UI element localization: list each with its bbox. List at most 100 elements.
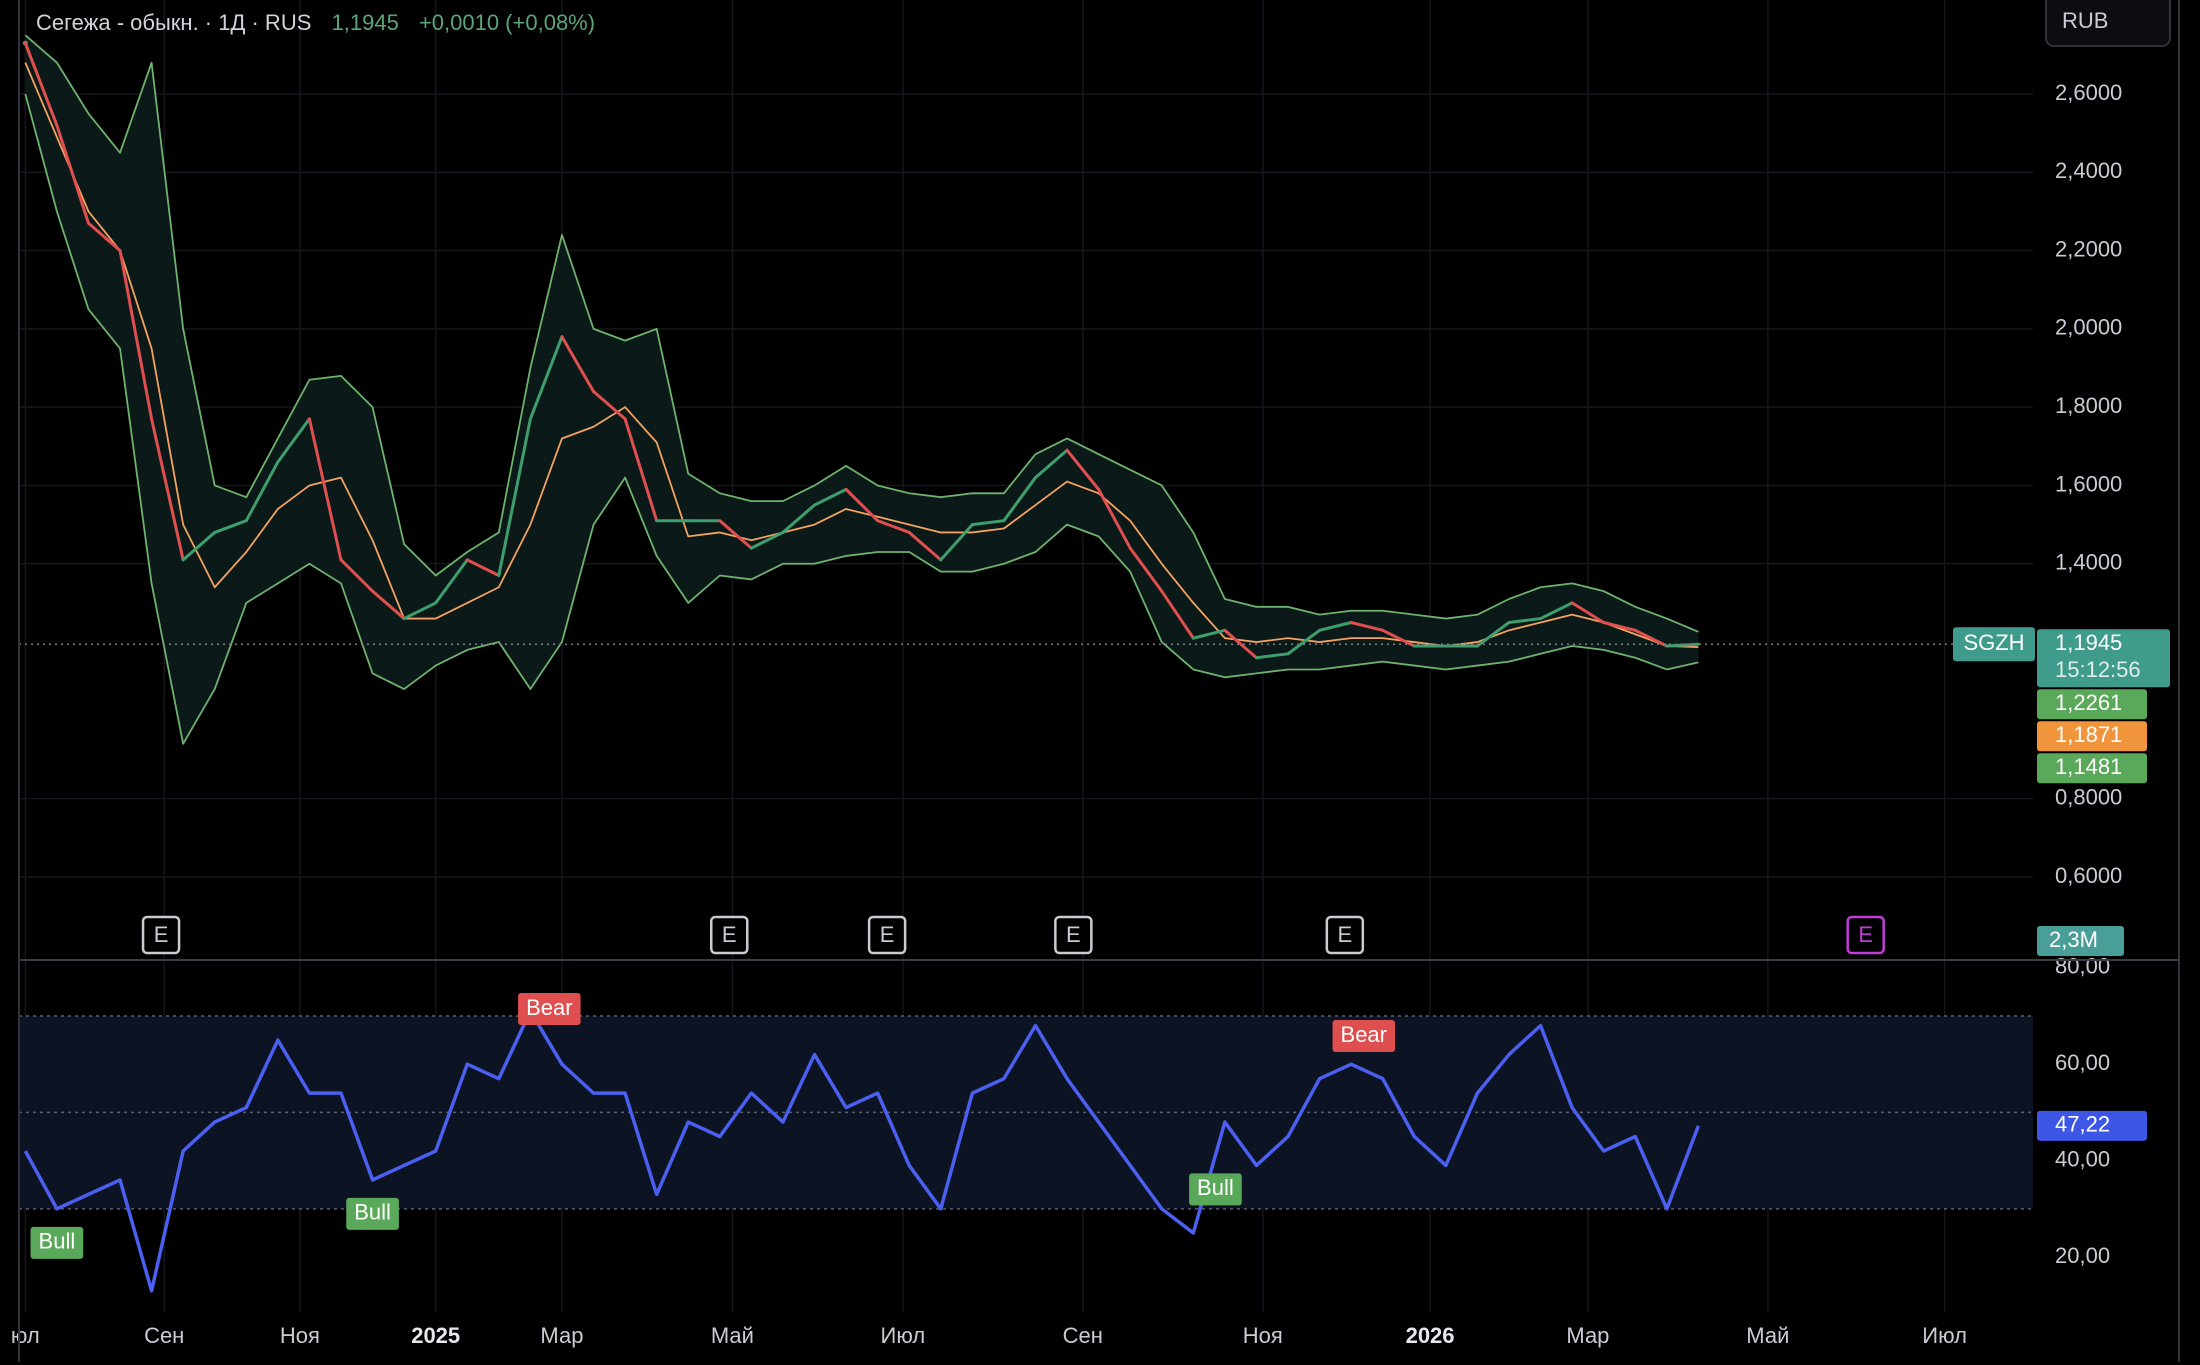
x-tick-label: Ноя [1243, 1323, 1283, 1348]
x-tick-label: 2025 [411, 1323, 460, 1348]
x-tick-label: Сен [144, 1323, 184, 1348]
price-segment [1097, 487, 1132, 550]
last-value-label: 1,1481 [2055, 754, 2122, 779]
series-line [24, 34, 1699, 633]
x-tick-label: Мар [540, 1323, 583, 1348]
x-tick-label: Июл [1922, 1323, 1967, 1348]
price-segment [1065, 448, 1101, 491]
series-line [23, 1009, 1701, 1293]
x-tick-label: Май [1746, 1323, 1789, 1348]
y-tick-label: 2,0000 [2055, 315, 2122, 340]
price-segment [1286, 628, 1322, 656]
y-tick-label: 1,4000 [2055, 550, 2122, 575]
band-fill [25, 35, 1699, 744]
last-value-tag [2037, 689, 2147, 720]
signal-label: Bear [526, 995, 572, 1020]
price-segment [276, 417, 311, 464]
signal-tag [1189, 1173, 1242, 1206]
labels-layer: юл Сен Ноя 2025 Мар Май Июл Сен Ноя 2026 Мар Май Июл… [11, 80, 2170, 1348]
y-tick-label: 0,6000 [2055, 863, 2122, 888]
currency-button-bg[interactable] [2045, 0, 2171, 47]
event-label: E [722, 922, 737, 947]
price-segment [1254, 652, 1290, 660]
price-segment [1602, 620, 1637, 632]
header-change: +0,0010 (+0,08%) [419, 10, 595, 35]
price-segment [339, 558, 375, 593]
event-marker [710, 915, 749, 955]
volume-label: 2,3M [2049, 927, 2098, 952]
price-segment [528, 335, 564, 421]
event-label: E [154, 922, 169, 947]
last-value-label: 47,22 [2055, 1112, 2110, 1137]
signal-label: Bull [39, 1229, 76, 1254]
y-tick-label: 2,6000 [2055, 80, 2122, 105]
symbol-label: SGZH [1963, 630, 2024, 655]
signal-tag [346, 1197, 399, 1230]
price-segment [86, 221, 122, 253]
price-segment [402, 601, 438, 621]
price-segment [1539, 601, 1574, 621]
price-segment [876, 519, 911, 534]
price-segment [1381, 628, 1416, 648]
price-segment [434, 558, 469, 605]
y-tick-label: 60,00 [2055, 1050, 2110, 1075]
y-tick-label: 0,8000 [2055, 784, 2122, 809]
last-value-label: 1,1945 [2055, 630, 2122, 655]
series-line [24, 93, 1699, 745]
price-segment [118, 249, 154, 421]
last-value-tag [2037, 1110, 2147, 1141]
last-value-label: 1,1871 [2055, 722, 2122, 747]
price-segment [371, 589, 406, 621]
price-segment [592, 389, 627, 421]
header-price: 1,1945 [332, 10, 399, 35]
symbol-title: Сегежа - обыкн. · 1Д · RUS [36, 10, 311, 35]
signal-label: Bull [1197, 1175, 1234, 1200]
last-value-tag [2037, 753, 2147, 784]
y-tick-label: 2,2000 [2055, 236, 2122, 261]
y-tick-label: 20,00 [2055, 1243, 2110, 1268]
price-segment [1570, 601, 1606, 624]
last-value-tag [2037, 629, 2170, 688]
volume-tag [2037, 926, 2124, 956]
currency-label[interactable]: RUB [2062, 8, 2108, 33]
signal-tag [518, 992, 581, 1025]
price-segment [939, 523, 974, 562]
x-tick-label: Июл [881, 1323, 926, 1348]
x-tick-label: Май [711, 1323, 754, 1348]
price-segment [1318, 620, 1353, 632]
y-tick-label: 80,00 [2055, 954, 2110, 979]
event-marker [1846, 915, 1885, 955]
event-marker [1054, 915, 1093, 955]
y-tick-label: 40,00 [2055, 1146, 2110, 1171]
price-segment [465, 558, 501, 578]
price-segment [1507, 617, 1543, 624]
price-segment [150, 417, 185, 562]
signal-label: Bear [1341, 1022, 1387, 1047]
price-segment [55, 123, 90, 225]
price-segment [213, 519, 248, 534]
countdown-label: 15:12:56 [2055, 657, 2141, 682]
price-segment [1633, 628, 1669, 648]
price-segment [1191, 628, 1227, 640]
signal-label: Bull [354, 1200, 391, 1225]
signal-tag [30, 1226, 84, 1259]
y-tick-label: 1,8000 [2055, 393, 2122, 418]
last-value-tag [2037, 721, 2147, 752]
x-tick-label: Ноя [280, 1323, 320, 1348]
price-segment [497, 417, 532, 578]
last-value-label: 1,2261 [2055, 690, 2122, 715]
y-tick-label: 2,4000 [2055, 158, 2122, 183]
price-segment [749, 530, 785, 550]
marks-layer [19, 34, 1953, 1293]
price-segment [1475, 620, 1511, 648]
header: Сегежа - обыкн. · 1Д · RUS 1,1945 +0,001… [36, 10, 595, 35]
price-segment [307, 417, 343, 562]
price-segment [560, 335, 596, 393]
price-segment [1002, 476, 1037, 523]
currency-button[interactable]: RUB [2045, 0, 2171, 47]
event-marker [141, 915, 181, 955]
x-tick-label: 2026 [1406, 1323, 1455, 1348]
y-tick-label: 1,6000 [2055, 471, 2122, 496]
price-segment [181, 530, 217, 562]
